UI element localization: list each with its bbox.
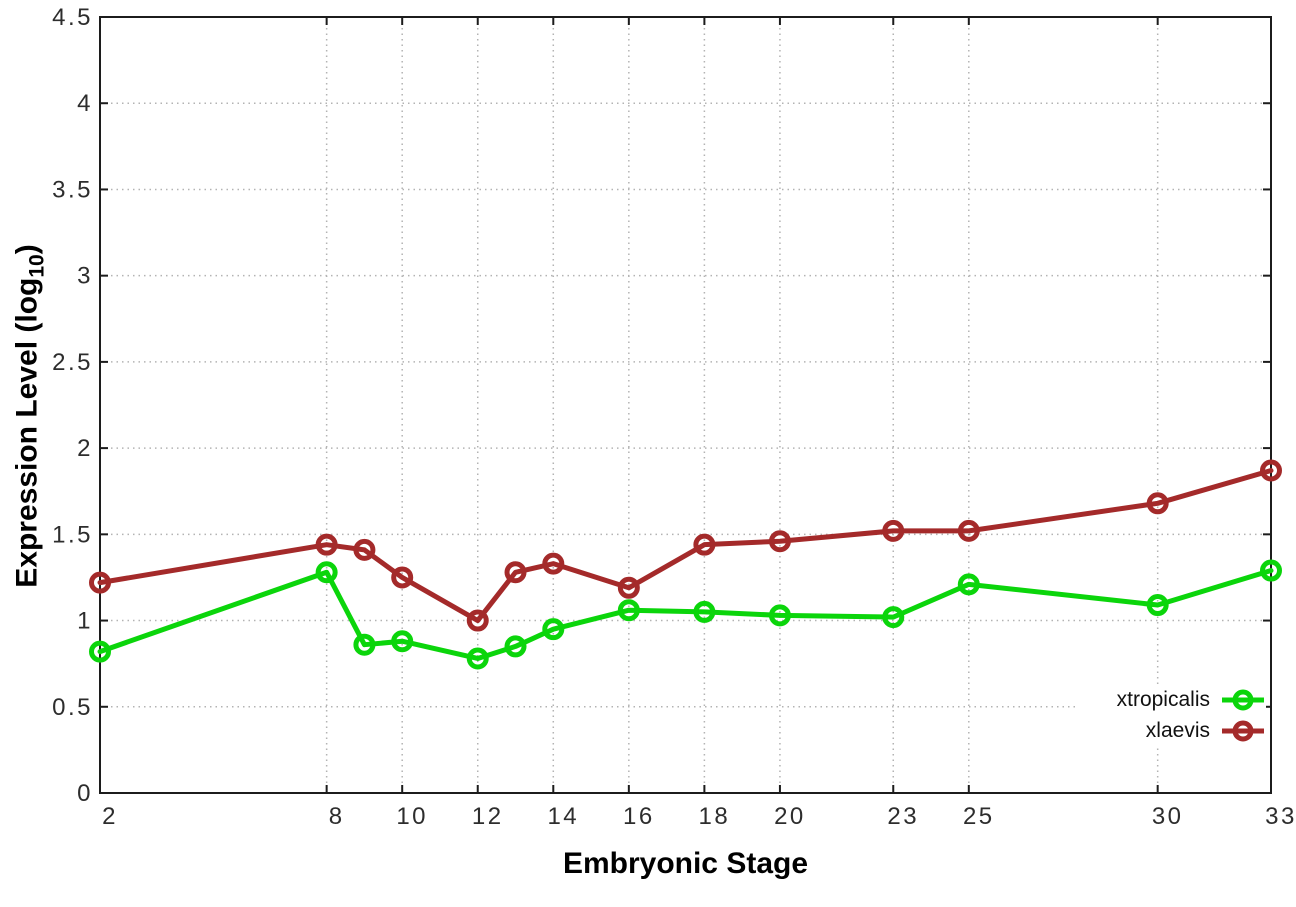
- y-tick-label-4.5: 4.5: [52, 4, 93, 31]
- data-point-xlaevis-9: [353, 538, 376, 561]
- data-point-xlaevis-23: [882, 519, 905, 542]
- x-tick-label-12: 12: [472, 803, 504, 830]
- data-point-xtropicalis-9: [353, 633, 376, 656]
- x-tick-label-30: 30: [1152, 803, 1184, 830]
- data-point-xlaevis-30: [1146, 492, 1169, 515]
- x-tick-label-25: 25: [963, 803, 995, 830]
- y-axis-title: Expression Level (log10): [11, 244, 50, 587]
- legend-label-xlaevis: xlaevis: [1145, 718, 1210, 742]
- data-point-xlaevis-10: [391, 566, 414, 589]
- data-point-xtropicalis-2: [89, 640, 111, 663]
- y-axis-title-text: Expression Level (log: [10, 277, 44, 588]
- data-point-xtropicalis-18: [693, 600, 716, 623]
- x-tick-label-33: 33: [1265, 803, 1296, 830]
- y-tick-label-1.5: 1.5: [52, 521, 93, 548]
- data-point-xtropicalis-12: [466, 647, 489, 670]
- legend-item-xtropicalis: xtropicalis: [1117, 684, 1266, 715]
- y-tick-label-4: 4: [77, 90, 93, 117]
- data-point-xlaevis-20: [768, 530, 791, 553]
- data-point-xtropicalis-8: [315, 561, 338, 584]
- data-point-xlaevis-2: [89, 571, 111, 594]
- x-tick-label-8: 8: [329, 803, 345, 830]
- data-point-xtropicalis-30: [1146, 594, 1169, 617]
- x-tick-label-20: 20: [774, 803, 806, 830]
- x-tick-label-16: 16: [623, 803, 655, 830]
- y-tick-label-0.5: 0.5: [52, 694, 93, 721]
- x-axis-title: Embryonic Stage: [562, 847, 809, 880]
- data-point-xlaevis-33: [1260, 459, 1282, 482]
- legend: xtropicalis xlaevis: [1110, 684, 1266, 746]
- legend-label-xtropicalis: xtropicalis: [1116, 687, 1210, 711]
- data-point-xtropicalis-33: [1260, 559, 1282, 582]
- data-point-xtropicalis-23: [882, 606, 905, 629]
- data-point-xlaevis-8: [315, 533, 338, 556]
- y-tick-label-2: 2: [77, 435, 93, 462]
- data-point-xtropicalis-20: [768, 604, 791, 627]
- data-point-xtropicalis-10: [391, 630, 414, 653]
- legend-item-xlaevis: xlaevis: [1117, 715, 1266, 746]
- legend-marker-xlaevis: [1232, 720, 1254, 741]
- y-tick-label-3: 3: [77, 263, 93, 290]
- x-tick-label-14: 14: [547, 803, 579, 830]
- data-point-xtropicalis-16: [617, 599, 640, 622]
- y-axis-title-suffix: ): [10, 244, 44, 255]
- x-tick-label-23: 23: [887, 803, 919, 830]
- legend-sample-xlaevis-icon: [1222, 720, 1264, 741]
- plot-border: [99, 16, 1272, 794]
- y-axis-title-subscript: 10: [25, 254, 49, 278]
- data-point-xlaevis-16: [617, 576, 640, 599]
- legend-sample-xtropicalis-icon: [1222, 689, 1264, 710]
- y-tick-label-2.5: 2.5: [52, 349, 93, 376]
- legend-marker-xtropicalis: [1232, 689, 1254, 710]
- data-point-xtropicalis-13: [504, 635, 527, 658]
- y-tick-label-3.5: 3.5: [52, 176, 93, 203]
- data-point-xlaevis-13: [504, 561, 527, 584]
- data-point-xlaevis-18: [693, 533, 716, 556]
- data-point-xtropicalis-25: [957, 573, 980, 596]
- x-tick-label-2: 2: [102, 803, 118, 830]
- y-tick-label-1: 1: [77, 608, 93, 635]
- data-point-xlaevis-12: [466, 609, 489, 632]
- x-tick-label-10: 10: [396, 803, 428, 830]
- data-point-xlaevis-25: [957, 519, 980, 542]
- x-tick-label-18: 18: [699, 803, 731, 830]
- data-point-xtropicalis-14: [542, 618, 565, 641]
- data-point-xlaevis-14: [542, 552, 565, 575]
- series-line-xtropicalis: [97, 568, 1274, 661]
- y-tick-label-0: 0: [77, 780, 93, 807]
